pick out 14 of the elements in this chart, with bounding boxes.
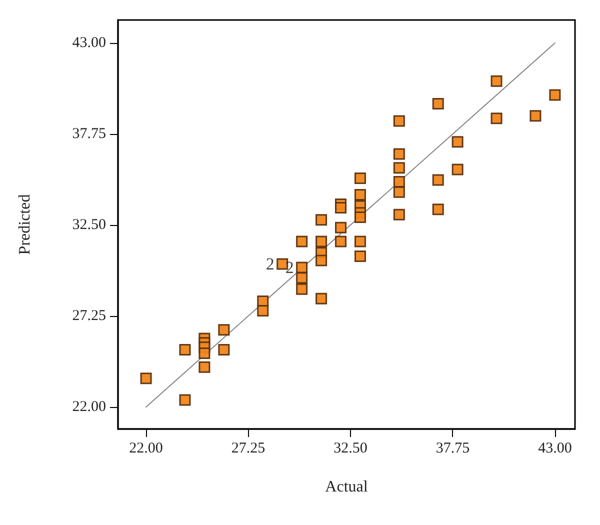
x-tick-label: 43.00	[538, 440, 572, 456]
y-tick-label: 32.50	[72, 217, 106, 234]
y-axis-title: Predicted	[16, 194, 34, 255]
y-tick-label: 43.00	[72, 35, 106, 52]
x-tick-label: 32.50	[334, 440, 368, 456]
y-tick-label: 22.00	[72, 398, 106, 415]
x-axis-title: Actual	[325, 478, 368, 496]
y-tick-label: 37.75	[72, 126, 106, 142]
x-tick-label: 22.00	[129, 440, 163, 456]
annotation: 2	[266, 254, 274, 274]
x-tick-label: 27.25	[231, 440, 266, 456]
annotation: 2	[285, 258, 294, 277]
y-tick-label: 27.25	[72, 308, 106, 324]
x-tick-label: 37.75	[436, 440, 470, 456]
